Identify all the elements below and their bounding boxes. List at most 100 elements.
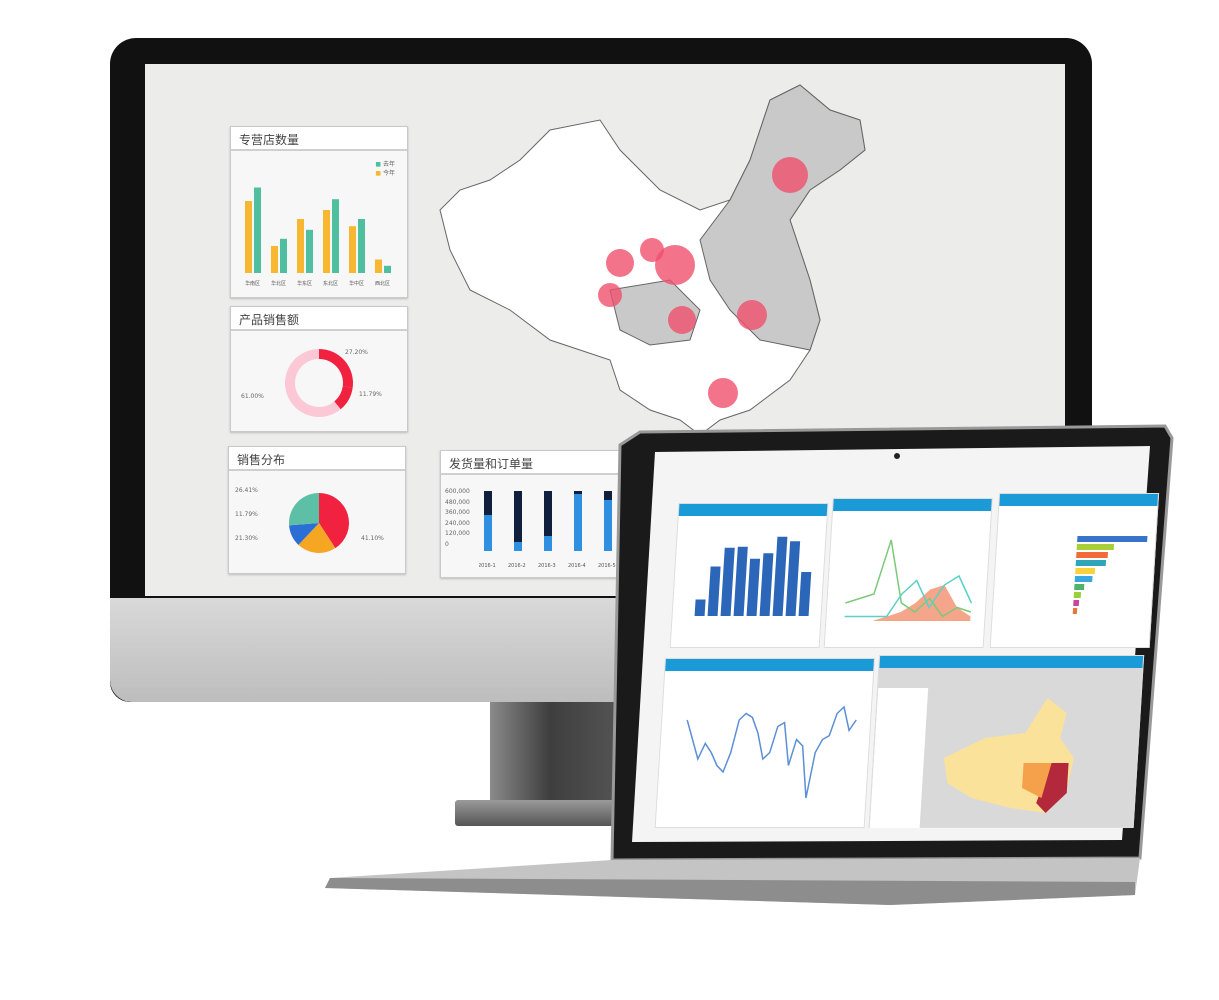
panel-header — [999, 494, 1159, 506]
bar — [358, 219, 365, 273]
donut-slice — [319, 349, 353, 388]
map-bubble — [655, 245, 695, 285]
bar — [1073, 600, 1080, 606]
x-tick: 东北区 — [323, 280, 338, 287]
x-tick: 华南区 — [245, 280, 260, 287]
bar — [375, 259, 382, 273]
panel-header — [678, 504, 828, 516]
bar — [254, 187, 261, 273]
bar-segment — [544, 536, 552, 551]
product-sales-donut — [285, 349, 353, 417]
y-tick: 240,000 — [445, 519, 470, 527]
bar-total — [514, 491, 522, 551]
bar — [384, 265, 391, 273]
map-region-warm — [1022, 763, 1052, 798]
series-line — [686, 705, 857, 799]
donut-label: 27.20% — [345, 349, 368, 356]
donut-slice — [285, 349, 341, 417]
bar — [1072, 608, 1078, 614]
donut-label: 61.00% — [241, 393, 264, 400]
bar — [1075, 568, 1096, 574]
store-count-chart: 华南区 华北区 华东区 东北区 华中区 西北区 — [245, 187, 391, 287]
map-bubble — [772, 157, 808, 193]
laptop-trend-chart — [686, 705, 857, 799]
map-bubble — [598, 283, 622, 307]
bar — [798, 572, 812, 616]
x-tick: 2016-4 — [568, 563, 586, 569]
panel-header — [879, 656, 1144, 668]
bar — [1077, 536, 1148, 542]
bar — [1076, 544, 1115, 550]
laptop-trend-panel — [654, 658, 876, 828]
y-axis: 600,000 480,000 360,000 240,000 120,000 … — [445, 487, 470, 550]
laptop-heat-map — [869, 688, 1074, 828]
donut-slice — [334, 386, 353, 410]
bar-segment — [514, 542, 522, 551]
y-tick: 0 — [445, 540, 449, 548]
china-map — [439, 84, 866, 436]
donut-label: 11.79% — [359, 391, 382, 398]
panel-title: 产品销售额 — [231, 307, 407, 331]
y-tick: 480,000 — [445, 498, 470, 506]
laptop-map-panel — [868, 655, 1145, 828]
x-tick: 2016-3 — [538, 563, 556, 569]
map-region-hot — [1036, 763, 1069, 813]
bar-segment — [574, 494, 582, 551]
x-tick: 华北区 — [271, 280, 286, 287]
pie-label: 11.79% — [235, 511, 258, 518]
x-tick: 华中区 — [349, 280, 364, 287]
bar — [707, 566, 721, 616]
panel-header — [665, 659, 874, 671]
y-tick: 360,000 — [445, 509, 470, 516]
pie-label: 26.41% — [235, 487, 258, 494]
legend-item: 去年 — [382, 161, 395, 168]
sales-distribution-pie — [289, 493, 349, 553]
bar — [297, 219, 304, 273]
series-line — [845, 539, 972, 618]
panel-title: 专营店数量 — [231, 127, 407, 151]
pie-slice — [289, 523, 319, 545]
area — [844, 585, 971, 621]
bar — [306, 229, 313, 273]
bar — [759, 553, 774, 616]
map-bubble — [737, 300, 767, 330]
product-sales-panel: 产品销售额 27.20% 11.79% 61.00% — [230, 306, 408, 432]
bar — [349, 226, 356, 273]
bar — [1074, 584, 1085, 590]
y-tick: 120,000 — [445, 530, 470, 537]
bar — [720, 547, 735, 616]
bar — [733, 546, 748, 617]
laptop-hbar-chart — [1072, 536, 1148, 614]
x-tick: 西北区 — [375, 280, 390, 287]
laptop-dashboard — [650, 448, 1169, 838]
bar — [271, 246, 278, 273]
bar — [785, 541, 801, 617]
x-tick: 2016-2 — [508, 563, 526, 569]
pie-slice — [289, 493, 319, 526]
bar — [772, 536, 788, 616]
laptop-line-panel — [823, 498, 993, 648]
y-tick: 600,000 — [445, 488, 470, 495]
map-bubble — [708, 378, 738, 408]
webcam — [894, 453, 900, 459]
laptop-hbar-panel — [989, 493, 1160, 648]
sales-distribution-panel: 销售分布 26.41% 11.79% 21.30% 41.10% — [228, 446, 406, 574]
laptop-keyboard-edge — [325, 878, 1135, 905]
laptop-bar-chart — [694, 536, 812, 617]
bar — [746, 558, 761, 616]
bar — [1074, 576, 1093, 582]
region-list — [869, 688, 929, 828]
bar — [1075, 560, 1107, 566]
x-tick: 华东区 — [297, 280, 312, 287]
map-shaded-regions — [699, 84, 866, 351]
x-tick: 2016-1 — [479, 563, 496, 569]
bar — [332, 199, 339, 273]
laptop-line-chart — [844, 539, 973, 621]
legend-item: 今年 — [382, 170, 395, 177]
laptop-bar-panel — [669, 503, 829, 648]
bar-total — [544, 491, 552, 551]
pie-slice — [319, 493, 349, 549]
legend: ■ 去年 ■ 今年 — [375, 161, 395, 177]
panel-header — [833, 499, 992, 511]
pie-slice — [298, 523, 336, 553]
